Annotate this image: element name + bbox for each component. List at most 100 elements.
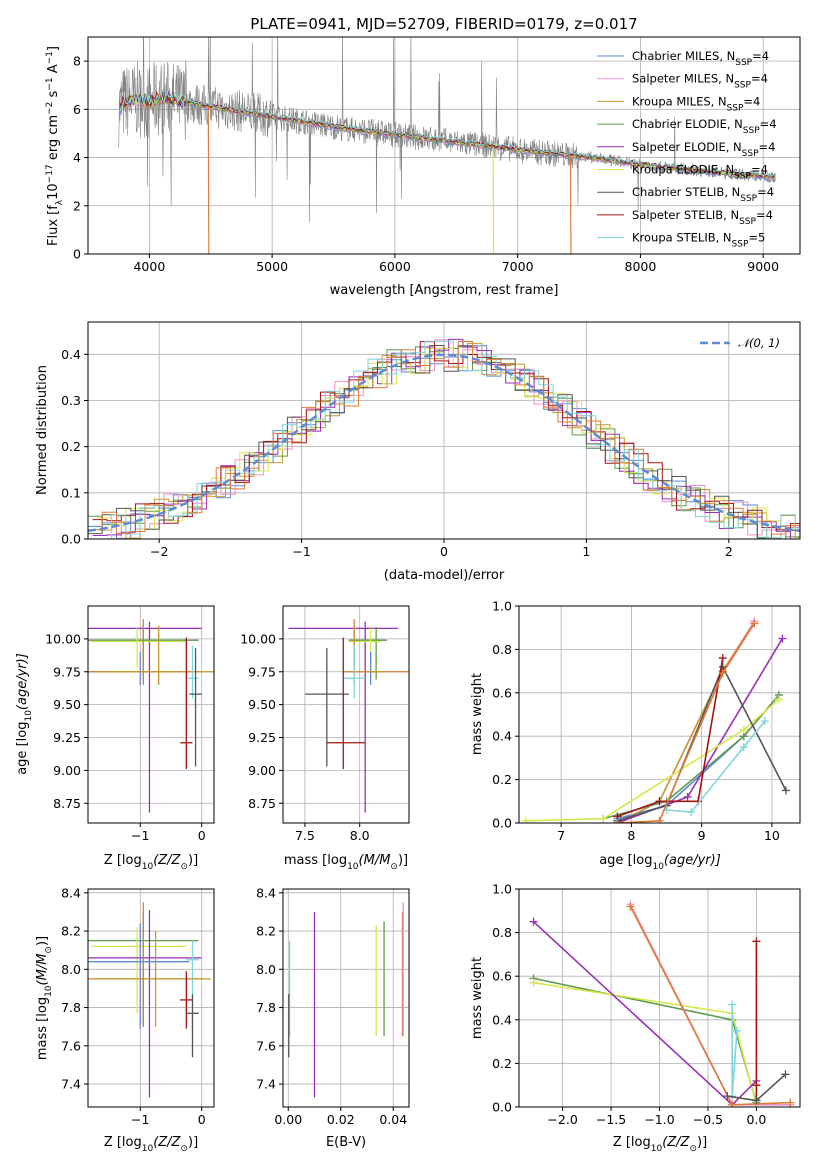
spectrum-ytick-label: 4 bbox=[73, 150, 81, 165]
legend-label-chabrier_miles-part: Chabrier MILES, N bbox=[632, 49, 735, 63]
age_vs_mass-axes: 7.5 8.0 8.75 9.00 9.25 9.50 9.75 10.00 bbox=[240, 605, 410, 843]
residuals-axes: −2 −1 0 1 2 0.0 0.1 0.2 0.3 0.4 bbox=[61, 321, 801, 559]
spectrum-ylabel-part: Flux [f bbox=[46, 205, 61, 246]
model-spectrum-chabrier_stelib bbox=[119, 92, 776, 178]
legend-label-kroupa_miles-part: SSP bbox=[727, 103, 744, 113]
weight_vs_Z-marker-chabrier_stelib bbox=[723, 1092, 732, 1101]
weight_vs_age-marker-salpeter_stelib bbox=[655, 797, 664, 806]
residuals-ytick-label: 0.2 bbox=[61, 439, 81, 454]
mass-z-xlabel-part: Z [log bbox=[104, 1135, 142, 1150]
age-z-ylabel-part: (age/yr)] bbox=[15, 653, 30, 710]
weight_vs_age-ytick-label: 0.0 bbox=[492, 816, 512, 831]
spectrum-ylabel: Flux [fλ10−17 erg cm−2 s−1 A−1] bbox=[45, 46, 65, 246]
weight_vs_age-line-kroupa_miles bbox=[616, 622, 755, 823]
spectrum-ytick-label: 6 bbox=[73, 102, 81, 117]
legend-label-chabrier_miles-part: SSP bbox=[735, 58, 752, 68]
weight_vs_Z-frame bbox=[518, 888, 801, 1108]
residuals-xtick-label: 1 bbox=[582, 544, 590, 559]
legend-label-chabrier_miles-part: =4 bbox=[752, 49, 769, 63]
age_vs_mass-ytick-label: 9.50 bbox=[248, 697, 276, 712]
weight_vs_Z-marker-chabrier_stelib bbox=[752, 1096, 761, 1105]
mass_vs_Z-ytick-label: 7.8 bbox=[61, 1000, 81, 1015]
age-mass-xlabel-part: (M/M bbox=[359, 853, 391, 868]
mass_vs_ebv-ytick-label: 8.2 bbox=[256, 924, 276, 939]
residuals-ytick-label: 0.4 bbox=[61, 347, 81, 362]
weight_vs_Z-ytick-label: 0.2 bbox=[492, 1056, 512, 1071]
age-z-xlabel-part: (Z/Z bbox=[153, 853, 181, 868]
spectrum-ylabel-part: λ bbox=[55, 199, 65, 205]
legend-label-salpeter_stelib-part: =4 bbox=[756, 208, 773, 222]
legend-label-chabrier_elodie-part: Chabrier ELODIE, N bbox=[632, 117, 743, 131]
mass_vs_ebv-ytick-label: 8.4 bbox=[256, 885, 276, 900]
weight_vs_Z-line-kroupa_stelib bbox=[731, 1004, 738, 1097]
legend-label-salpeter_elodie-part: =4 bbox=[759, 140, 776, 154]
age_vs_Z-axes: −1 0 8.75 9.00 9.25 9.50 9.75 10.00 bbox=[45, 605, 215, 843]
legend-label-chabrier_elodie: Chabrier ELODIE, NSSP=4 bbox=[632, 117, 777, 136]
mass_vs_Z-frame bbox=[87, 888, 215, 1108]
mass-z-xlabel-part: (Z/Z bbox=[153, 1135, 181, 1150]
residual-hist-salpeter_stelib bbox=[92, 341, 800, 531]
weight_vs_Z-marker-salpeter_stelib bbox=[752, 937, 761, 946]
residual-hist-orange bbox=[88, 341, 800, 535]
spectrum-frame bbox=[87, 36, 801, 255]
legend-label-kroupa_stelib-part: SSP bbox=[732, 240, 749, 250]
weight-age-ylabel: mass weight bbox=[470, 673, 485, 755]
mass_vs_Z-ytick-label: 8.2 bbox=[61, 924, 81, 939]
residuals-xlabel: (data-model)/error bbox=[384, 568, 505, 583]
legend-label-salpeter_stelib-part: SSP bbox=[739, 217, 756, 227]
legend-label-chabrier_stelib-part: =4 bbox=[757, 185, 774, 199]
weight_vs_age-marker-kroupa_elodie bbox=[522, 816, 531, 823]
legend-label-chabrier_elodie-part: =4 bbox=[760, 117, 777, 131]
mass_vs_ebv-plot bbox=[288, 902, 404, 1098]
age_vs_mass-xtick-label: 8.0 bbox=[350, 828, 370, 843]
weight_vs_age-axes: 7 8 9 10 0.0 0.2 0.4 0.6 0.8 1.0 bbox=[492, 599, 801, 843]
mass_vs_ebv-ytick-label: 7.8 bbox=[256, 1000, 276, 1015]
weight_vs_age-ytick-label: 0.2 bbox=[492, 772, 512, 787]
weight_vs_Z-ytick-label: 0.6 bbox=[492, 969, 512, 984]
legend-label-chabrier_elodie-part: SSP bbox=[743, 126, 760, 136]
weight_vs_Z-marker-chabrier_stelib bbox=[781, 1070, 790, 1079]
mass-z-xlabel-part: )] bbox=[188, 1135, 198, 1150]
weight_vs_age-marker-salpeter_elodie bbox=[778, 634, 787, 643]
weight_vs_age-marker-kroupa_elodie bbox=[599, 814, 608, 823]
weight_vs_Z-xtick-label: −1.5 bbox=[596, 1112, 626, 1127]
legend-label-chabrier_stelib-part: SSP bbox=[740, 194, 757, 204]
age_vs_Z-ytick-label: 10.00 bbox=[45, 631, 81, 646]
weight_vs_Z-ytick-label: 0.8 bbox=[492, 925, 512, 940]
age_vs_mass-ytick-label: 9.75 bbox=[248, 664, 276, 679]
age_vs_Z-xtick-label: 0 bbox=[198, 828, 206, 843]
weight-z-xlabel-part: ⊙ bbox=[689, 1144, 697, 1154]
weight_vs_Z-marker-kroupa_stelib bbox=[733, 1026, 742, 1035]
legend-label-kroupa_elodie-part: =4 bbox=[751, 163, 768, 177]
weight_vs_age-marker-salpeter_stelib bbox=[718, 654, 727, 663]
age_vs_Z-frame bbox=[87, 605, 215, 824]
weight_vs_Z-xtick-label: −0.5 bbox=[693, 1112, 723, 1127]
age-z-ylabel-part: age [log bbox=[15, 722, 30, 775]
legend-label-chabrier_stelib-part: Chabrier STELIB, N bbox=[632, 185, 740, 199]
weight_vs_age-line-orange bbox=[617, 622, 755, 823]
age_vs_Z-ytick-label: 8.75 bbox=[53, 796, 81, 811]
legend-label-kroupa_stelib: Kroupa STELIB, NSSP=5 bbox=[632, 231, 765, 250]
spectrum-axes: 4000 5000 6000 7000 8000 9000 0 2 4 6 8 bbox=[73, 36, 801, 274]
mass_vs_ebv-xtick-label: 0.04 bbox=[379, 1112, 407, 1127]
spectrum-ylabel-part: ] bbox=[46, 46, 61, 51]
mass_vs_Z-ytick-label: 8.0 bbox=[61, 962, 81, 977]
mass_vs_Z-ytick-label: 7.4 bbox=[61, 1077, 81, 1092]
weight_vs_age-ytick-label: 0.4 bbox=[492, 729, 512, 744]
weight_vs_age-line-salpeter_stelib bbox=[617, 657, 724, 818]
mass_vs_ebv-xtick-label: 0.00 bbox=[274, 1112, 302, 1127]
legend-label-kroupa_miles-part: =4 bbox=[743, 94, 760, 108]
weight_vs_Z-plot bbox=[529, 900, 795, 1107]
legend-label-salpeter_elodie-part: Salpeter ELODIE, N bbox=[632, 140, 742, 154]
age-mass-xlabel-part: ⊙ bbox=[390, 862, 398, 872]
spectrum-xtick-label: 5000 bbox=[256, 259, 288, 274]
legend-label-kroupa_elodie: Kroupa ELODIE, NSSP=4 bbox=[632, 163, 768, 182]
spectrum-plot bbox=[118, 37, 776, 254]
legend-label-kroupa_elodie-part: Kroupa ELODIE, N bbox=[632, 163, 734, 177]
age_vs_mass-ytick-label: 9.25 bbox=[248, 730, 276, 745]
spectrum-ylabel-part: −1 bbox=[45, 77, 55, 90]
weight_vs_age-marker-salpeter_elodie bbox=[683, 792, 692, 801]
weight-age-xlabel-part: 10 bbox=[652, 862, 664, 872]
age-z-xlabel-part: )] bbox=[188, 853, 198, 868]
mass_vs_ebv-ytick-label: 7.4 bbox=[256, 1077, 276, 1092]
